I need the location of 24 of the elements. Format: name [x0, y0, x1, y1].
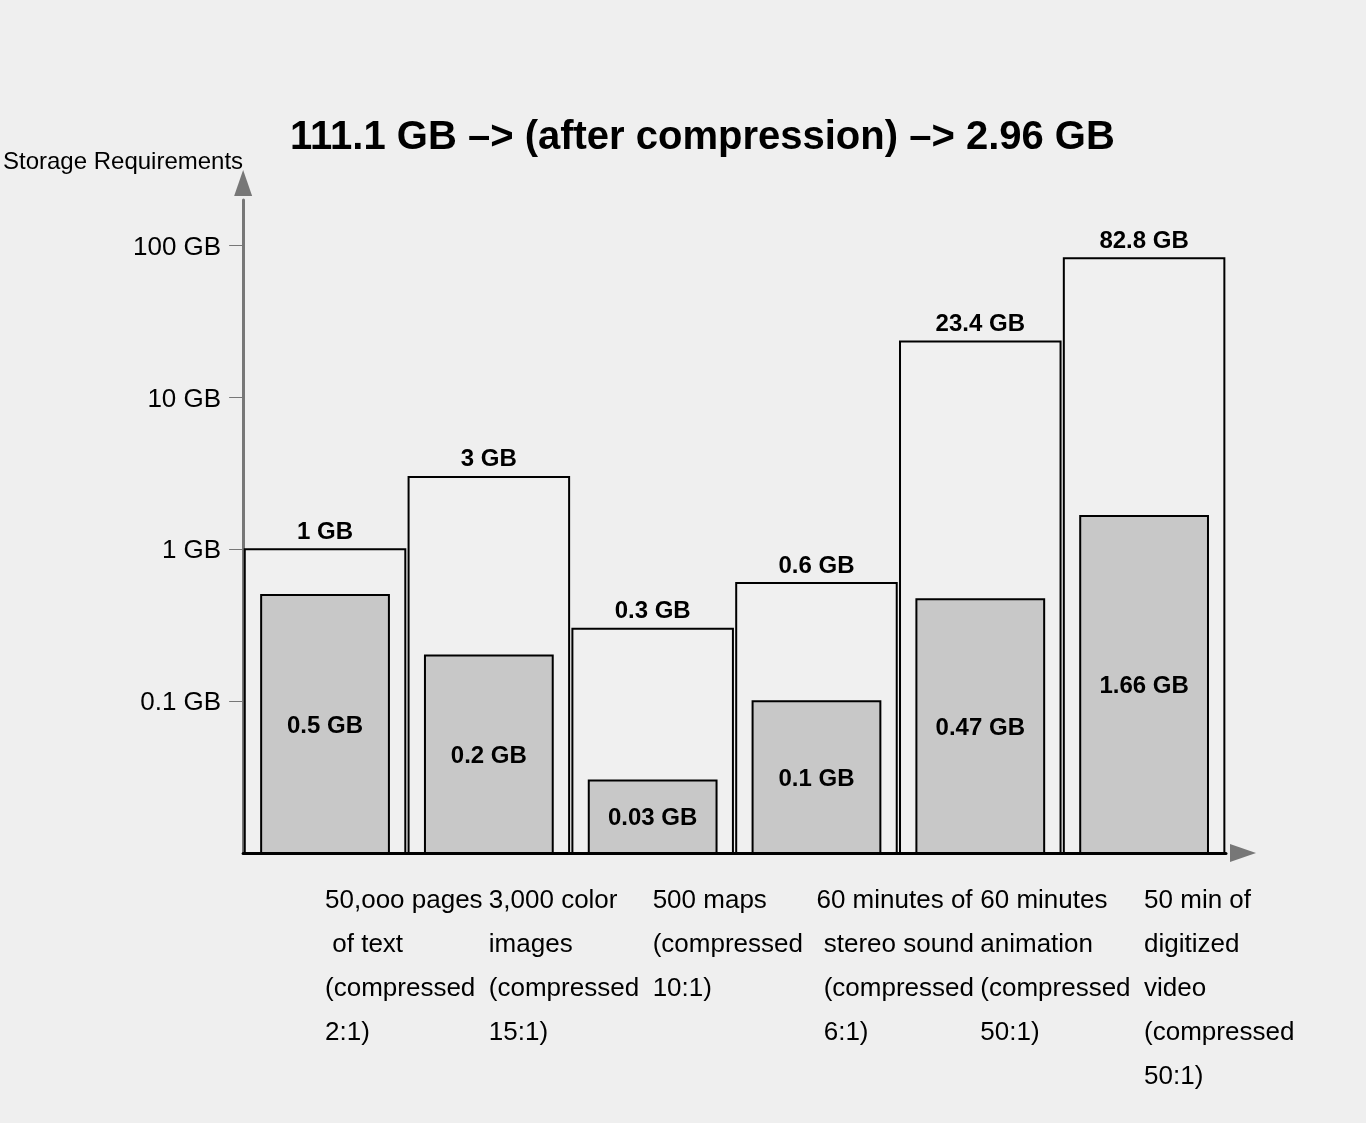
data-label: 1.66 GB [1099, 670, 1189, 698]
x-tick-label: 500 maps (compressed 10:1) [652, 884, 811, 1002]
x-tick-label: 50 min of digitized video (compressed 50:1) [1144, 884, 1302, 1090]
y-tick-label: 100 GB [132, 230, 222, 261]
x-tick-label: 60 minutes animation (compressed 50:1) [980, 884, 1138, 1046]
data-label: 0.1 GB [778, 763, 855, 791]
data-label: 23.4 GB [935, 308, 1025, 336]
data-label: 0.2 GB [450, 740, 527, 768]
y-tick-label: 0.1 GB [140, 686, 222, 717]
chart-title: 111.1 GB –> (after compression) –> 2.96 GB [290, 113, 1115, 157]
y-axis-title: Storage Requirements [2, 146, 244, 174]
data-label: 1 GB [297, 516, 354, 544]
data-label: 0.6 GB [778, 550, 855, 578]
x-tick-label: 50,ooo pages of text (compressed 2:1) [325, 884, 483, 1046]
data-label: 0.5 GB [287, 710, 364, 738]
data-label: 3 GB [460, 444, 517, 472]
data-label: 82.8 GB [1099, 225, 1189, 253]
y-tick-label: 10 GB [147, 382, 222, 413]
x-tick-label: 3,000 color images (compressed 15:1) [488, 884, 647, 1046]
data-label: 0.03 GB [607, 803, 698, 831]
y-tick-label: 1 GB [161, 534, 222, 565]
data-label: 0.3 GB [614, 596, 691, 624]
x-tick-label: 60 minutes of stereo sound (compressed 6:1) [816, 884, 975, 1046]
data-label: 0.47 GB [935, 712, 1025, 740]
